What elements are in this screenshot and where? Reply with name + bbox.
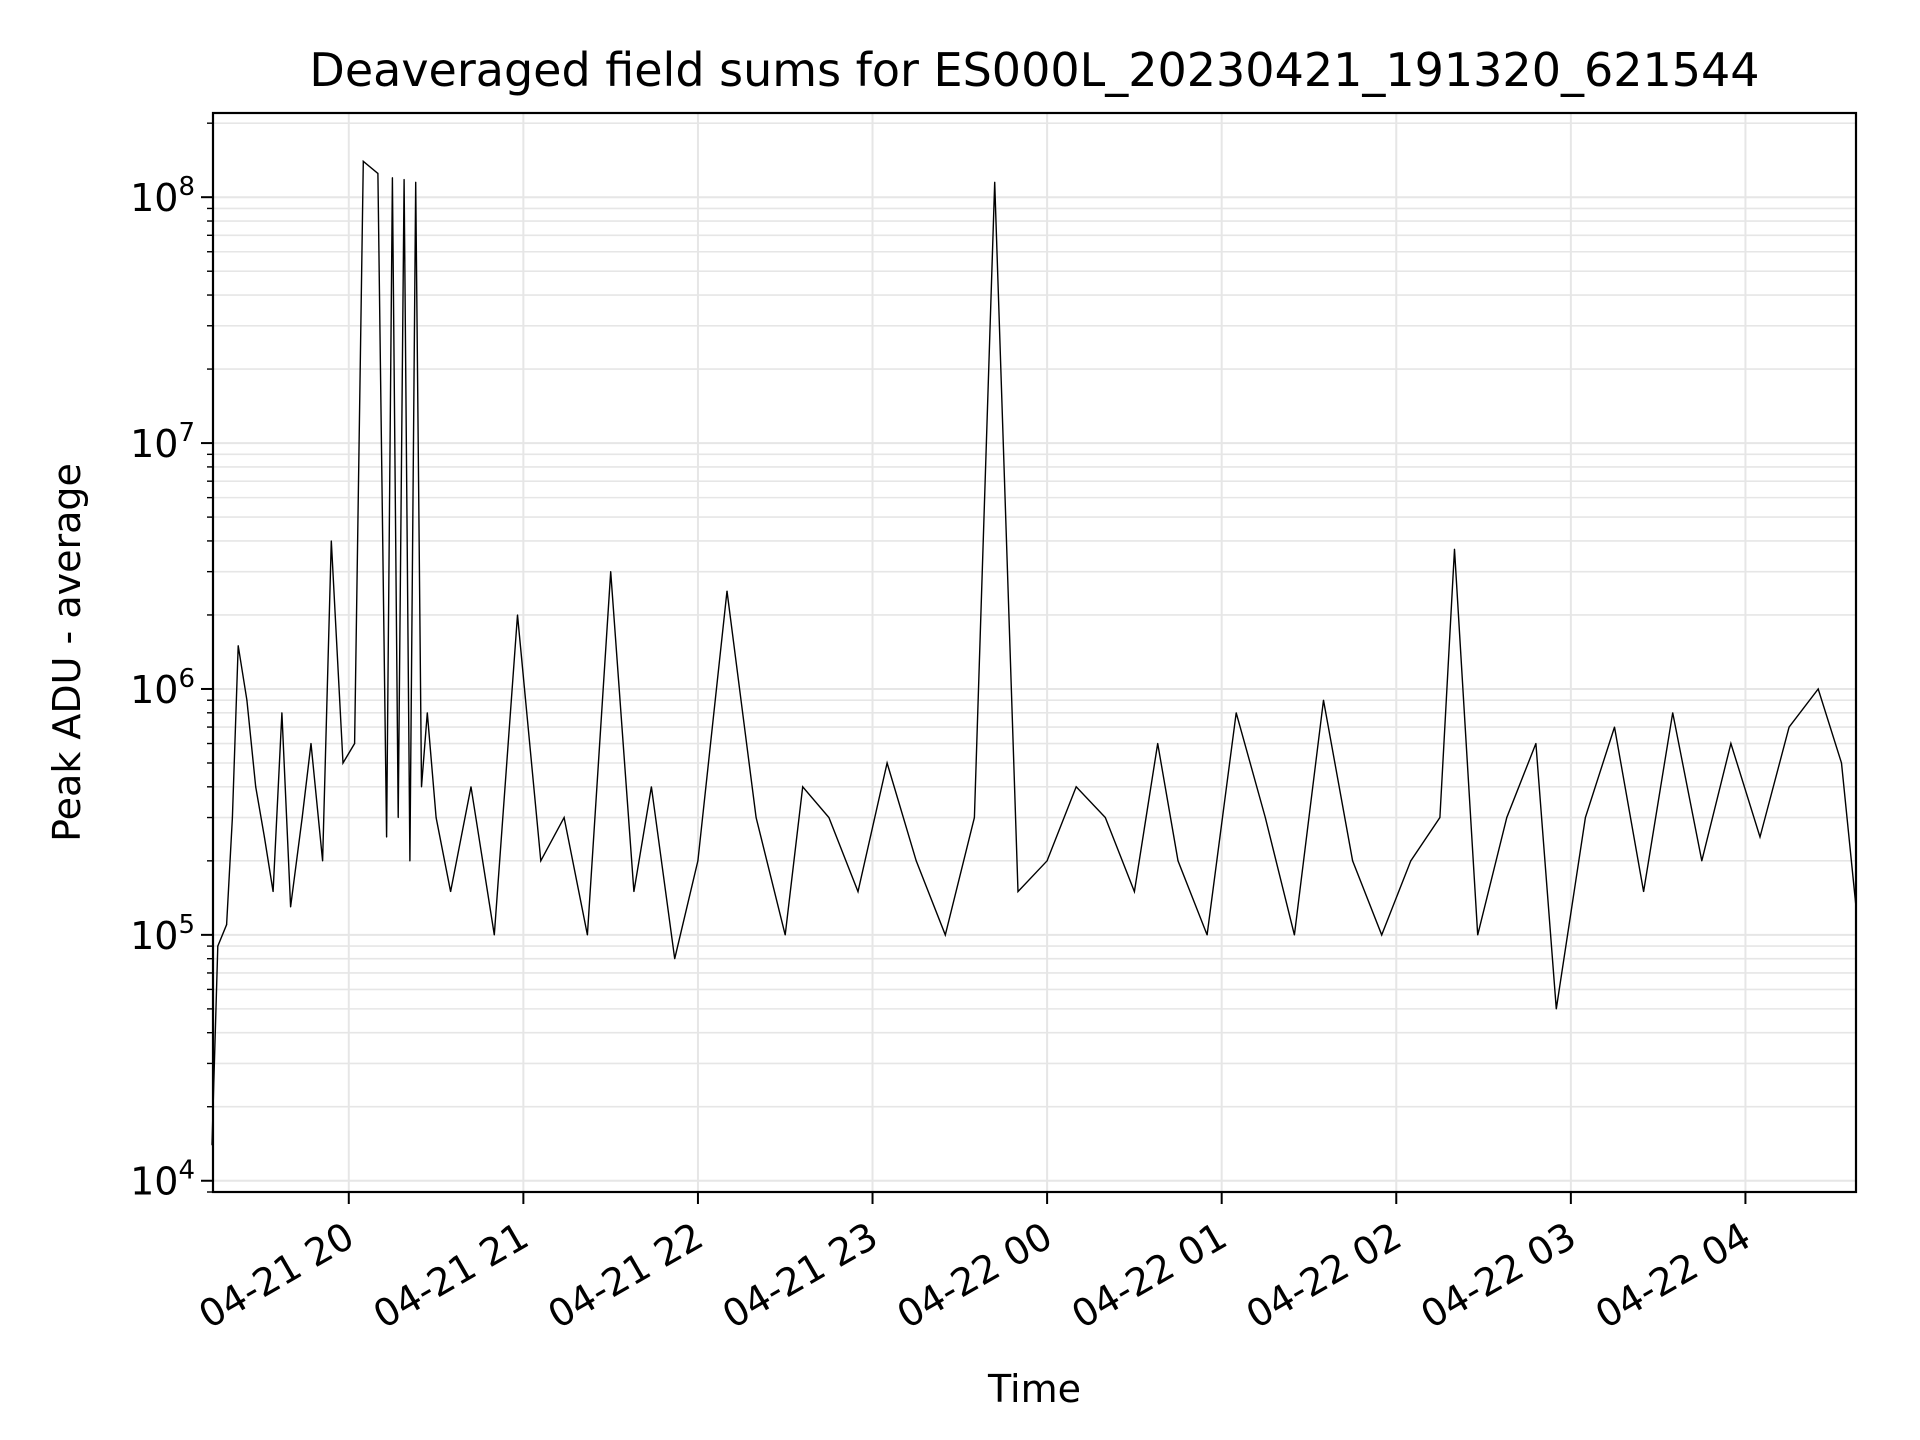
data-point [1264,816,1266,819]
data-point [1788,726,1790,728]
chart-title: Deaveraged field sums for ES000L_2023042… [309,43,1759,97]
x-axis-label: Time [987,1367,1081,1411]
data-point [1817,688,1819,690]
data-point [1759,836,1761,838]
data-point [973,816,975,819]
data-point [301,816,303,819]
data-point [1235,712,1237,714]
data-point [1672,712,1674,714]
data-point [563,816,565,819]
data-point [1701,860,1703,862]
data-point [1506,816,1508,819]
data-point [915,860,917,862]
data-point [272,890,274,893]
data-point [1133,890,1135,893]
data-point [321,860,324,862]
data-point [426,712,428,714]
data-point [330,540,332,542]
data-point [377,172,379,174]
data-point [435,816,437,819]
data-point [1206,934,1208,936]
data-point [633,890,635,893]
data-point [784,934,786,936]
y-tick-label: 105 [130,910,195,958]
data-point [540,860,542,862]
y-tick-label: 106 [130,664,195,712]
data-point [1157,742,1159,745]
data-point [1017,890,1019,893]
data-point [493,934,495,936]
data-point [1535,742,1537,745]
data-point [994,181,996,183]
data-point [354,742,356,745]
data-point [1322,699,1325,701]
data-point [386,836,388,838]
data-point [1730,742,1732,745]
data-point [1352,860,1354,862]
data-point [1613,726,1616,728]
data-point [755,816,757,819]
data-point [726,590,728,592]
data-point [1293,934,1296,936]
data-point [1177,860,1179,862]
data-point [403,178,405,181]
data-point [450,890,452,893]
data-point [246,699,248,701]
data-point [281,712,283,714]
data-point [802,786,804,788]
data-point [342,762,344,764]
plot-area [211,159,1857,1146]
data-point [610,571,612,573]
y-tick-label: 104 [130,1156,195,1204]
data-point [650,786,652,788]
data-point [415,181,417,183]
data-point [886,762,888,764]
data-point [225,924,228,926]
data-point [1075,786,1077,788]
data-point [310,742,312,745]
data-point [1046,860,1048,862]
data-point [362,160,364,162]
data-point [420,786,423,788]
data-point [237,645,239,647]
data-point [263,836,266,838]
data-point [857,890,859,893]
data-point [586,934,588,936]
data-point [828,816,830,819]
data-point [1104,816,1106,819]
axes-frame [211,111,1858,1194]
data-point [397,816,399,819]
data-point [1410,860,1412,862]
y-axis-label: Peak ADU - average [45,463,89,842]
data-point [255,786,257,788]
data-point [1453,548,1456,550]
data-point [516,614,519,616]
data-point [1439,816,1441,819]
data-point [217,945,219,947]
data-point [1642,890,1645,893]
data-point [1477,934,1479,936]
grid [213,113,1856,1193]
data-point [1840,762,1843,764]
y-tick-label: 108 [130,172,195,220]
data-point [1555,1008,1557,1010]
data-point [231,816,233,819]
data-point [289,906,292,908]
data-point [470,786,472,788]
data-point [697,860,699,862]
data-point [391,177,394,179]
data-point [674,958,676,960]
data-point [1381,934,1383,936]
y-tick-label: 107 [130,418,195,466]
data-point [409,860,411,862]
data-point [1584,816,1586,819]
data-point [944,934,946,936]
